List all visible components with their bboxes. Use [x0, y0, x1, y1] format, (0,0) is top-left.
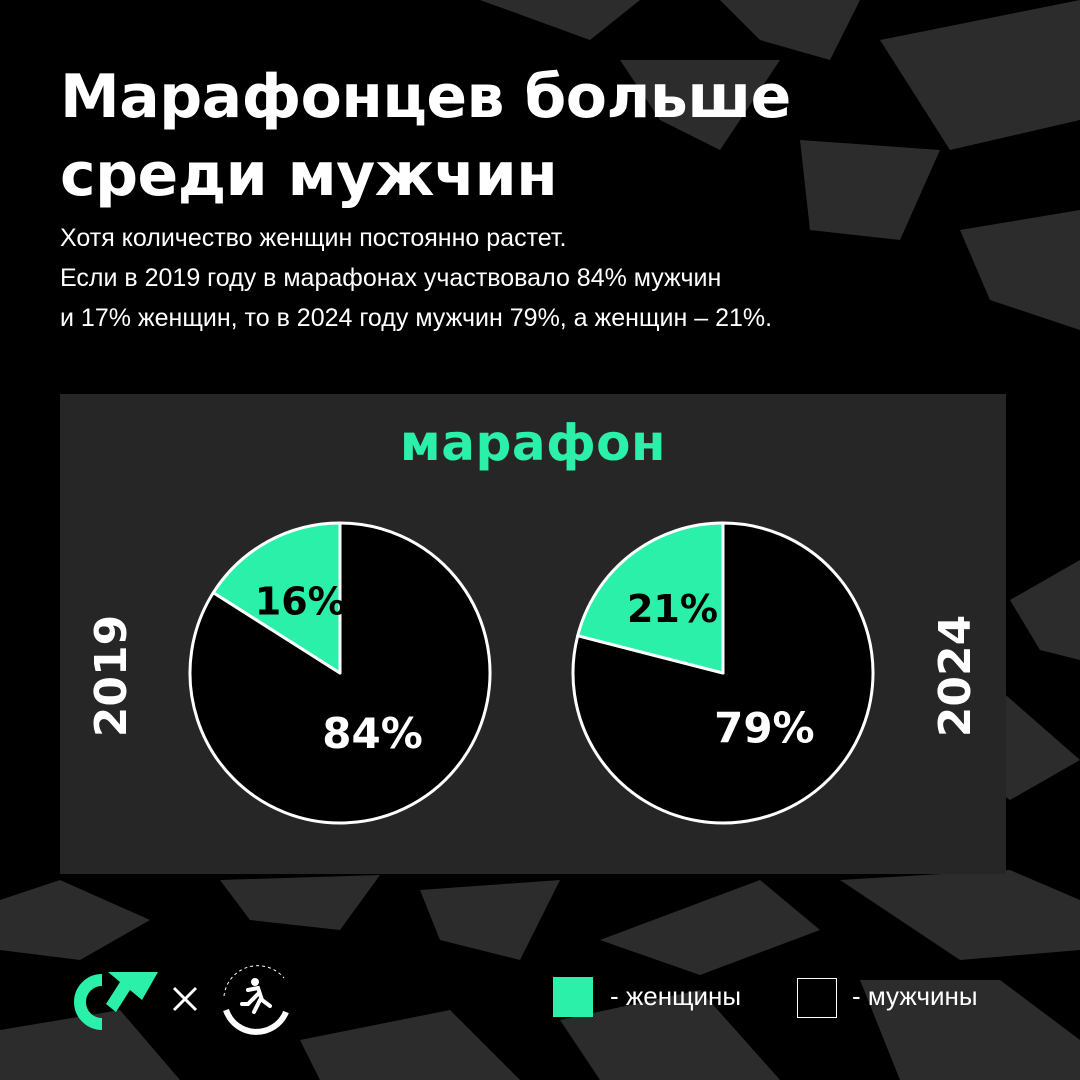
pie-slice-women	[211, 521, 342, 675]
pie-label-men: 84%	[322, 709, 423, 758]
brand-logo-icon	[74, 972, 158, 1030]
legend-men-swatch	[797, 978, 837, 1018]
chart-title: марафон	[399, 414, 667, 472]
legend-women-label: - женщины	[610, 981, 742, 1011]
year-label-2019: 2019	[86, 614, 137, 738]
title-line: Марафонцев больше	[60, 62, 791, 132]
logo-area	[58, 960, 298, 1040]
brand-logos	[74, 965, 289, 1035]
subtitle-line: Хотя количество женщин постоянно растет.	[60, 224, 567, 252]
pie-chart-2024: 21% 79%	[571, 521, 875, 825]
times-separator-icon	[172, 986, 198, 1012]
subtitle-line: Если в 2019 году в марафонах участвовало…	[60, 264, 722, 292]
subtitle-line: и 17% женщин, то в 2024 году мужчин 79%,…	[60, 304, 773, 332]
pie-label-women: 21%	[627, 587, 718, 631]
pie-slice-women	[576, 521, 725, 675]
year-label-2024: 2024	[930, 614, 981, 738]
russia-running-logo	[223, 965, 289, 1035]
pie-label-women: 16%	[255, 580, 346, 624]
legend-men-label: - мужчины	[852, 981, 978, 1011]
legend-women-swatch	[553, 977, 593, 1017]
title-line: среди мужчин	[60, 140, 558, 210]
pie-chart-2019: 16% 84%	[188, 521, 492, 825]
subtitle: Хотя количество женщин постоянно растет.…	[60, 218, 772, 338]
pie-label-men: 79%	[714, 703, 815, 752]
page-title: Марафонцев больше среди мужчин	[60, 58, 791, 214]
